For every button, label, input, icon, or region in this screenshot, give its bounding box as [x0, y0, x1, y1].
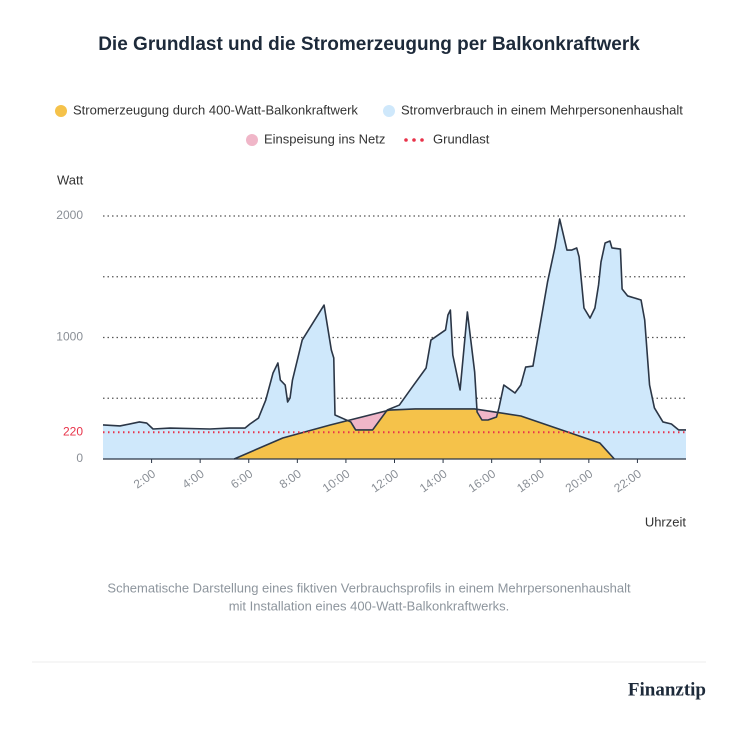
legend-marker [246, 134, 258, 146]
chart-title: Die Grundlast und die Stromerzeugung per… [98, 34, 640, 55]
caption: mit Installation eines 400-Watt-Balkonkr… [229, 598, 510, 613]
area-fill [234, 408, 615, 459]
x-tick-label: 14:00 [417, 466, 450, 495]
x-axis-label: Uhrzeit [645, 514, 687, 529]
area-line [233, 408, 615, 460]
x-tick-label: 6:00 [228, 466, 255, 491]
y-tick-label: 0 [76, 451, 83, 465]
x-tick-label: 8:00 [277, 466, 304, 491]
x-tick-label: 20:00 [563, 466, 596, 495]
brand-logo: Finanztip [628, 679, 706, 700]
x-tick-label: 22:00 [611, 466, 644, 495]
x-tick-label: 4:00 [180, 466, 207, 491]
legend-marker [412, 138, 416, 142]
legend-marker [420, 138, 424, 142]
caption: Schematische Darstellung eines fiktiven … [107, 580, 631, 595]
legend-marker [404, 138, 408, 142]
x-tick-label: 10:00 [320, 466, 353, 495]
legend-marker [383, 105, 395, 117]
legend-label: Stromerzeugung durch 400-Watt-Balkonkraf… [73, 102, 358, 117]
x-tick-label: 16:00 [466, 466, 499, 495]
x-tick-label: 2:00 [131, 466, 158, 491]
y-tick-label: 220 [63, 424, 83, 438]
y-tick-label: 1000 [56, 330, 83, 344]
y-tick-label: 2000 [56, 208, 83, 222]
legend-label: Stromverbrauch in einem Mehrpersonenhaus… [401, 102, 683, 117]
legend-label: Grundlast [433, 131, 490, 146]
x-tick-label: 12:00 [368, 466, 401, 495]
x-tick-label: 18:00 [514, 466, 547, 495]
legend-label: Einspeisung ins Netz [264, 131, 385, 146]
area-line [102, 218, 686, 431]
legend-marker [55, 105, 67, 117]
area-fill [103, 219, 686, 459]
y-axis-label: Watt [57, 172, 84, 187]
